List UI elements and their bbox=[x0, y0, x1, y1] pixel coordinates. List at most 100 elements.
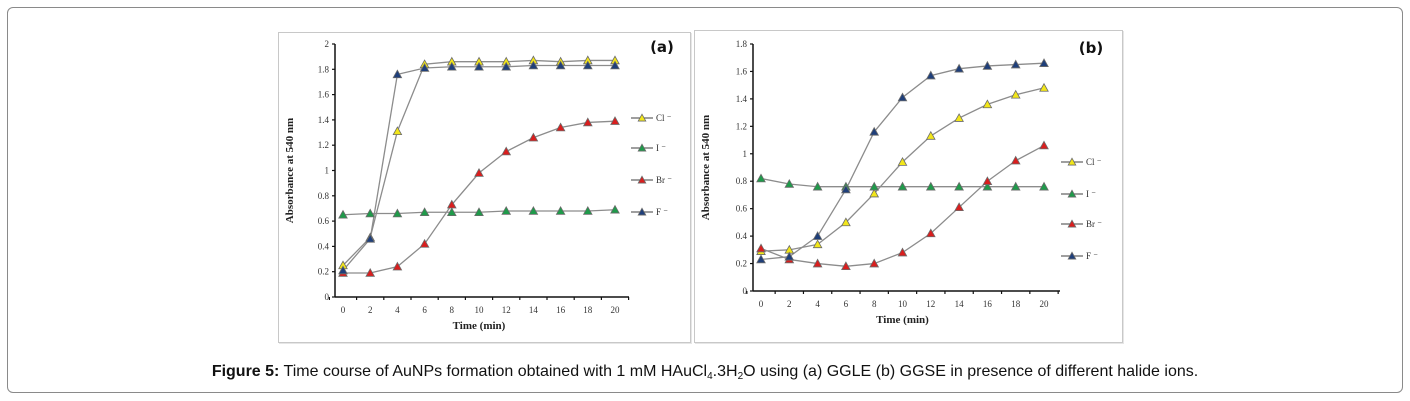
y-tick-label: 0.4 bbox=[736, 231, 748, 241]
x-tick-label: 16 bbox=[983, 299, 993, 309]
data-point-br bbox=[392, 261, 403, 271]
chart-a-svg: 00.20.40.60.811.21.41.61.820 2 4 6 8 10 12 14 16… bbox=[284, 38, 674, 332]
x-axis-title: Time (min) bbox=[453, 320, 506, 332]
data-point-i bbox=[474, 207, 484, 217]
data-point-f bbox=[897, 92, 908, 102]
data-point-i bbox=[982, 181, 993, 191]
data-point-f bbox=[982, 60, 993, 70]
data-point-cl bbox=[392, 126, 403, 136]
data-point-f bbox=[925, 70, 936, 80]
data-point-br bbox=[610, 116, 620, 125]
y-tick-label: 1.2 bbox=[736, 121, 747, 131]
data-point-br bbox=[869, 258, 880, 268]
caption-label: Figure 5: bbox=[211, 363, 280, 380]
legend-marker bbox=[637, 207, 647, 216]
chart-panel-b: 0 0.2 0.4 0.6 0.8 1 1.2 1.4 1.6 1.8 0 2 4 6 8 10 12 14 16 1… bbox=[694, 30, 1123, 343]
data-point-br bbox=[756, 243, 766, 253]
data-point-f bbox=[501, 61, 512, 71]
legend-label-cl: Cl ⁻ bbox=[1086, 157, 1102, 167]
x-tick-label: 4 bbox=[395, 305, 400, 315]
caption-sub-2: 2 bbox=[737, 371, 744, 382]
figure-caption: Figure 5: Time course of AuNPs formation… bbox=[0, 363, 1410, 382]
series-line-cl bbox=[342, 59, 615, 266]
data-point-i bbox=[1039, 181, 1049, 191]
y-tick-label: 0.8 bbox=[318, 191, 330, 201]
y-tick-label: 0.2 bbox=[736, 259, 747, 269]
x-tick-label: 12 bbox=[502, 305, 511, 315]
data-point-br bbox=[501, 146, 512, 156]
data-point-f bbox=[392, 69, 403, 79]
data-point-cl bbox=[1010, 89, 1021, 99]
x-tick-label: 8 bbox=[872, 299, 877, 309]
legend-label-f: F ⁻ bbox=[1086, 251, 1098, 261]
legend-marker bbox=[1067, 157, 1077, 166]
data-point-br bbox=[365, 267, 376, 277]
data-point-i bbox=[812, 181, 823, 191]
data-point-br bbox=[812, 258, 823, 268]
data-point-i bbox=[528, 205, 539, 215]
data-point-br bbox=[474, 168, 484, 177]
legend-label-cl: Cl ⁻ bbox=[656, 113, 672, 123]
data-point-f bbox=[869, 126, 880, 136]
y-tick-label: 1.2 bbox=[318, 140, 329, 150]
data-point-br bbox=[528, 132, 539, 142]
data-point-f bbox=[419, 63, 430, 72]
data-point-f bbox=[610, 60, 620, 70]
x-tick-label: 2 bbox=[787, 299, 792, 309]
x-tick-label: 6 bbox=[422, 305, 427, 315]
y-tick-label: 0 bbox=[325, 292, 330, 302]
data-point-i bbox=[582, 205, 593, 215]
y-tick-label: 0.6 bbox=[736, 204, 748, 214]
data-point-br bbox=[419, 238, 430, 248]
data-point-i bbox=[446, 207, 457, 217]
x-tick-label: 18 bbox=[583, 305, 593, 315]
data-point-br bbox=[982, 176, 993, 185]
chart-panel-a: 0 0.2 0.4 0.6 0.8 1 1.2 1.4 1.6 1.8 2 0 2 4 6 8 10 12 14 16… bbox=[278, 32, 691, 343]
legend-marker bbox=[637, 143, 647, 152]
panel-label: (a) bbox=[650, 38, 674, 56]
data-point-i bbox=[610, 204, 620, 214]
x-tick-label: 0 bbox=[759, 299, 764, 309]
y-axis-title: Absorbance at 540 nm bbox=[700, 115, 712, 220]
data-point-f bbox=[365, 233, 376, 243]
data-point-br bbox=[841, 261, 851, 271]
data-point-f bbox=[446, 61, 457, 71]
x-tick-label: 20 bbox=[1040, 299, 1050, 309]
y-tick-label: 0.4 bbox=[318, 241, 330, 251]
data-point-f bbox=[812, 231, 823, 240]
legend-marker bbox=[1067, 251, 1077, 260]
y-tick-label: 1 bbox=[743, 149, 748, 159]
y-tick-label: 1.4 bbox=[736, 94, 748, 104]
legend-marker bbox=[1067, 189, 1077, 198]
x-tick-label: 2 bbox=[368, 305, 373, 315]
caption-text-1: Time course of AuNPs formation obtained … bbox=[279, 363, 708, 380]
data-point-f bbox=[784, 251, 795, 261]
x-tick-label: 10 bbox=[475, 305, 485, 315]
legend-label-i: I ⁻ bbox=[656, 143, 666, 153]
y-axis-title: Absorbance at 540 nm bbox=[284, 118, 296, 223]
data-point-br bbox=[582, 117, 593, 127]
y-tick-label: 1.6 bbox=[736, 66, 748, 76]
data-point-i bbox=[555, 205, 566, 215]
data-point-cl bbox=[897, 156, 908, 166]
x-tick-label: 18 bbox=[1011, 299, 1021, 309]
y-tick-label: 1.8 bbox=[318, 64, 330, 74]
y-tick-label: 0.6 bbox=[318, 216, 330, 226]
legend-marker bbox=[637, 175, 647, 184]
legend-marker bbox=[1067, 219, 1077, 228]
y-tick-label: 2 bbox=[325, 39, 330, 49]
y-tick-label: 0 bbox=[743, 286, 748, 296]
data-point-i bbox=[365, 208, 376, 218]
y-tick-label: 1.4 bbox=[318, 115, 330, 125]
x-tick-label: 4 bbox=[815, 299, 820, 309]
data-point-f bbox=[841, 184, 851, 194]
series-line-br bbox=[343, 120, 616, 274]
x-axis-title: Time (min) bbox=[876, 314, 929, 326]
legend-label-br: Br ⁻ bbox=[656, 175, 672, 185]
data-point-f bbox=[474, 61, 484, 71]
data-point-i bbox=[392, 208, 403, 218]
data-point-i bbox=[338, 209, 348, 219]
data-point-i bbox=[1010, 181, 1021, 191]
y-tick-label: 1 bbox=[325, 166, 330, 176]
figure-frame bbox=[7, 7, 1403, 393]
